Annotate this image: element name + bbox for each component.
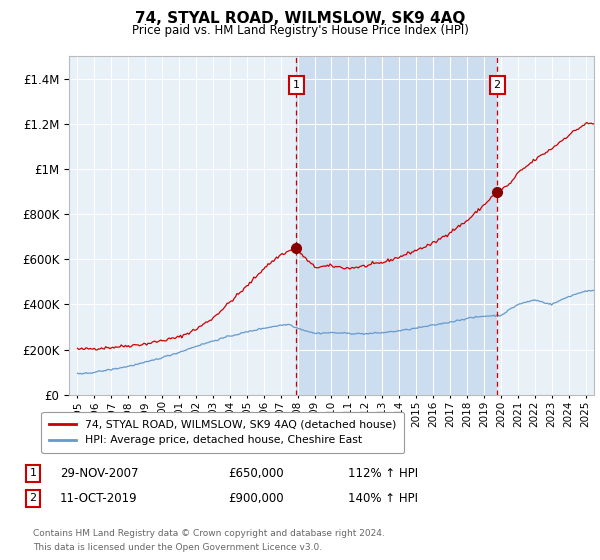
Text: Contains HM Land Registry data © Crown copyright and database right 2024.: Contains HM Land Registry data © Crown c… [33, 529, 385, 538]
Text: 74, STYAL ROAD, WILMSLOW, SK9 4AQ: 74, STYAL ROAD, WILMSLOW, SK9 4AQ [135, 11, 465, 26]
Text: 29-NOV-2007: 29-NOV-2007 [60, 466, 139, 480]
Text: This data is licensed under the Open Government Licence v3.0.: This data is licensed under the Open Gov… [33, 543, 322, 552]
Text: 1: 1 [293, 81, 300, 90]
Text: £900,000: £900,000 [228, 492, 284, 505]
Text: 11-OCT-2019: 11-OCT-2019 [60, 492, 137, 505]
Text: 112% ↑ HPI: 112% ↑ HPI [348, 466, 418, 480]
Text: 2: 2 [29, 493, 37, 503]
Text: 1: 1 [29, 468, 37, 478]
Text: 140% ↑ HPI: 140% ↑ HPI [348, 492, 418, 505]
Text: Price paid vs. HM Land Registry's House Price Index (HPI): Price paid vs. HM Land Registry's House … [131, 24, 469, 36]
Legend: 74, STYAL ROAD, WILMSLOW, SK9 4AQ (detached house), HPI: Average price, detached: 74, STYAL ROAD, WILMSLOW, SK9 4AQ (detac… [41, 412, 404, 453]
Text: £650,000: £650,000 [228, 466, 284, 480]
Text: 2: 2 [494, 81, 500, 90]
Bar [296, 56, 497, 395]
